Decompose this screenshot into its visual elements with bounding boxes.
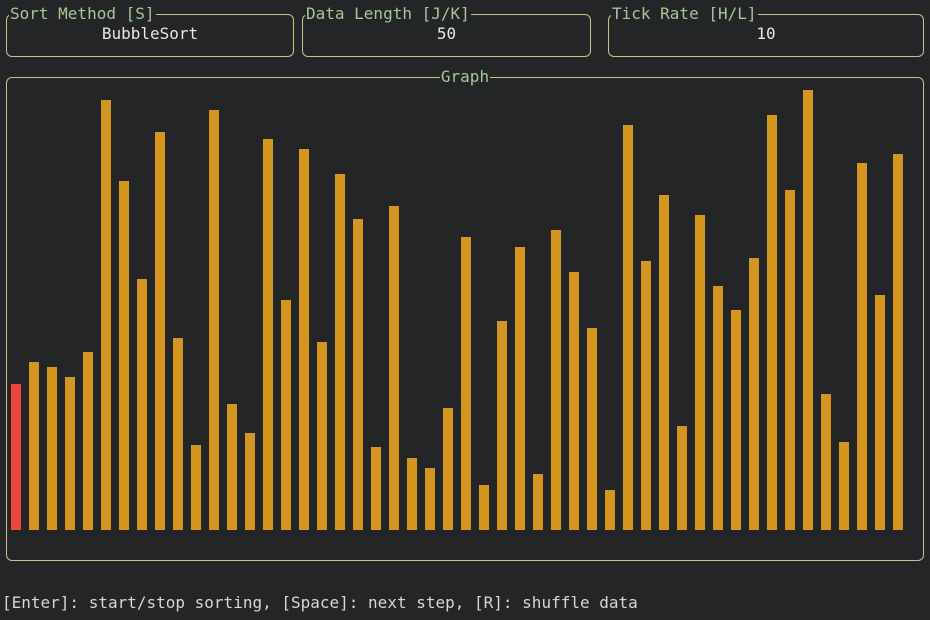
bar — [731, 310, 741, 530]
bar — [173, 338, 183, 530]
bar — [65, 377, 75, 530]
bar — [533, 474, 543, 530]
bar — [299, 149, 309, 530]
sort-method-value: BubbleSort — [101, 24, 199, 43]
bar — [893, 154, 903, 530]
bar — [659, 195, 669, 530]
bar — [155, 132, 165, 530]
data-length-panel[interactable]: Data Length [J/K] 50 — [302, 4, 591, 57]
bar — [101, 100, 111, 530]
bar — [47, 367, 57, 530]
tick-rate-value: 10 — [756, 24, 776, 43]
bar — [335, 174, 345, 530]
bar — [371, 447, 381, 530]
bar — [137, 279, 147, 530]
bar — [695, 215, 705, 530]
bar — [839, 442, 849, 530]
bar — [497, 321, 507, 530]
active-bar — [11, 384, 21, 530]
bar — [461, 237, 471, 530]
graph-panel: Graph — [6, 67, 925, 562]
bar — [587, 328, 597, 530]
bar — [29, 362, 39, 530]
bar — [119, 181, 129, 530]
bar — [677, 426, 687, 530]
bar — [605, 490, 615, 530]
bar-chart — [7, 78, 925, 562]
bar — [317, 342, 327, 530]
bar — [281, 300, 291, 530]
bar — [641, 261, 651, 530]
bar — [515, 247, 525, 530]
graph-title-row: Graph — [7, 67, 923, 87]
bar — [227, 404, 237, 530]
bar — [875, 295, 885, 530]
data-length-value: 50 — [436, 24, 457, 43]
bar — [263, 139, 273, 530]
data-length-title: Data Length [J/K] — [305, 4, 471, 24]
bar — [767, 115, 777, 530]
bar — [245, 433, 255, 530]
bar — [353, 219, 363, 530]
bar — [821, 394, 831, 530]
tick-rate-title: Tick Rate [H/L] — [611, 4, 758, 24]
bar — [785, 190, 795, 530]
bar — [551, 230, 561, 530]
bar — [479, 485, 489, 530]
bar — [443, 408, 453, 530]
sort-method-title: Sort Method [S] — [9, 4, 156, 24]
bar — [569, 272, 579, 530]
bar — [83, 352, 93, 530]
bar — [623, 125, 633, 530]
bar — [407, 458, 417, 530]
bar — [425, 468, 435, 530]
graph-title: Graph — [439, 67, 491, 86]
bar — [857, 163, 867, 530]
bar — [209, 110, 219, 530]
sort-method-panel[interactable]: Sort Method [S] BubbleSort — [6, 4, 294, 57]
bar — [803, 90, 813, 530]
keyboard-help-text: [Enter]: start/stop sorting, [Space]: ne… — [2, 593, 638, 612]
bar — [191, 445, 201, 530]
bar — [749, 258, 759, 530]
bar — [713, 286, 723, 530]
bar — [389, 206, 399, 530]
tick-rate-panel[interactable]: Tick Rate [H/L] 10 — [608, 4, 924, 57]
